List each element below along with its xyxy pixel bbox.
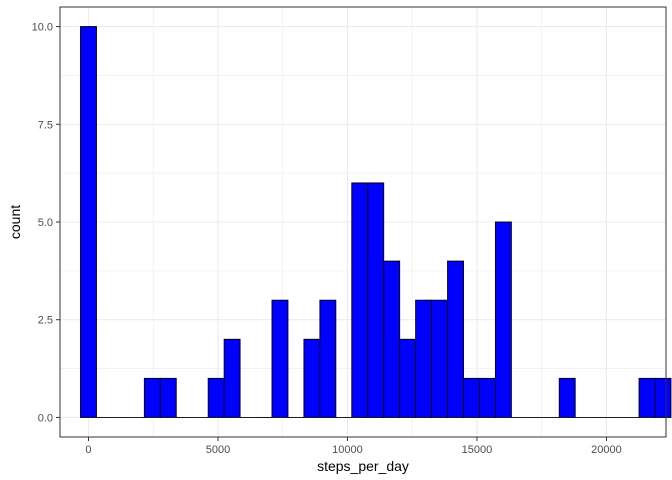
histogram-bar xyxy=(351,182,369,418)
x-tick-label: 15000 xyxy=(462,444,493,456)
y-axis-title: count xyxy=(7,205,23,239)
x-tick-label: 20000 xyxy=(591,444,622,456)
histogram-bar xyxy=(223,338,241,418)
x-axis-ticks: 0 5000 10000 15000 20000 xyxy=(85,437,622,456)
histogram-bars xyxy=(80,26,672,418)
histogram-bar xyxy=(494,221,512,418)
y-tick-label: 2.5 xyxy=(38,315,53,327)
histogram-bar xyxy=(319,299,337,418)
histogram-bar xyxy=(271,299,289,418)
histogram-bar xyxy=(447,260,464,418)
histogram-bar xyxy=(415,299,433,418)
y-tick-label: 10.0 xyxy=(32,22,53,34)
y-tick-label: 0.0 xyxy=(38,412,53,424)
histogram-bar xyxy=(80,26,97,418)
histogram-bar xyxy=(479,377,496,418)
y-axis-ticks: 0.0 2.5 5.0 7.5 10.0 xyxy=(32,22,60,424)
y-tick-label: 7.5 xyxy=(38,119,53,131)
histogram-bar xyxy=(399,338,417,418)
histogram-bar xyxy=(367,182,385,418)
histogram-bar xyxy=(654,377,672,418)
histogram-bar xyxy=(383,260,401,418)
histogram-bar xyxy=(143,377,161,418)
histogram-bar xyxy=(159,377,177,418)
x-axis-title: steps_per_day xyxy=(317,458,409,474)
histogram-bar xyxy=(463,377,480,418)
y-tick-label: 5.0 xyxy=(38,217,53,229)
x-tick-label: 5000 xyxy=(206,444,230,456)
histogram-bar xyxy=(638,377,656,418)
histogram-bar xyxy=(558,377,576,418)
x-tick-label: 0 xyxy=(85,444,91,456)
histogram-bar xyxy=(207,377,225,418)
histogram-bar xyxy=(431,299,448,418)
x-tick-label: 10000 xyxy=(332,444,363,456)
histogram-bar xyxy=(303,338,321,418)
